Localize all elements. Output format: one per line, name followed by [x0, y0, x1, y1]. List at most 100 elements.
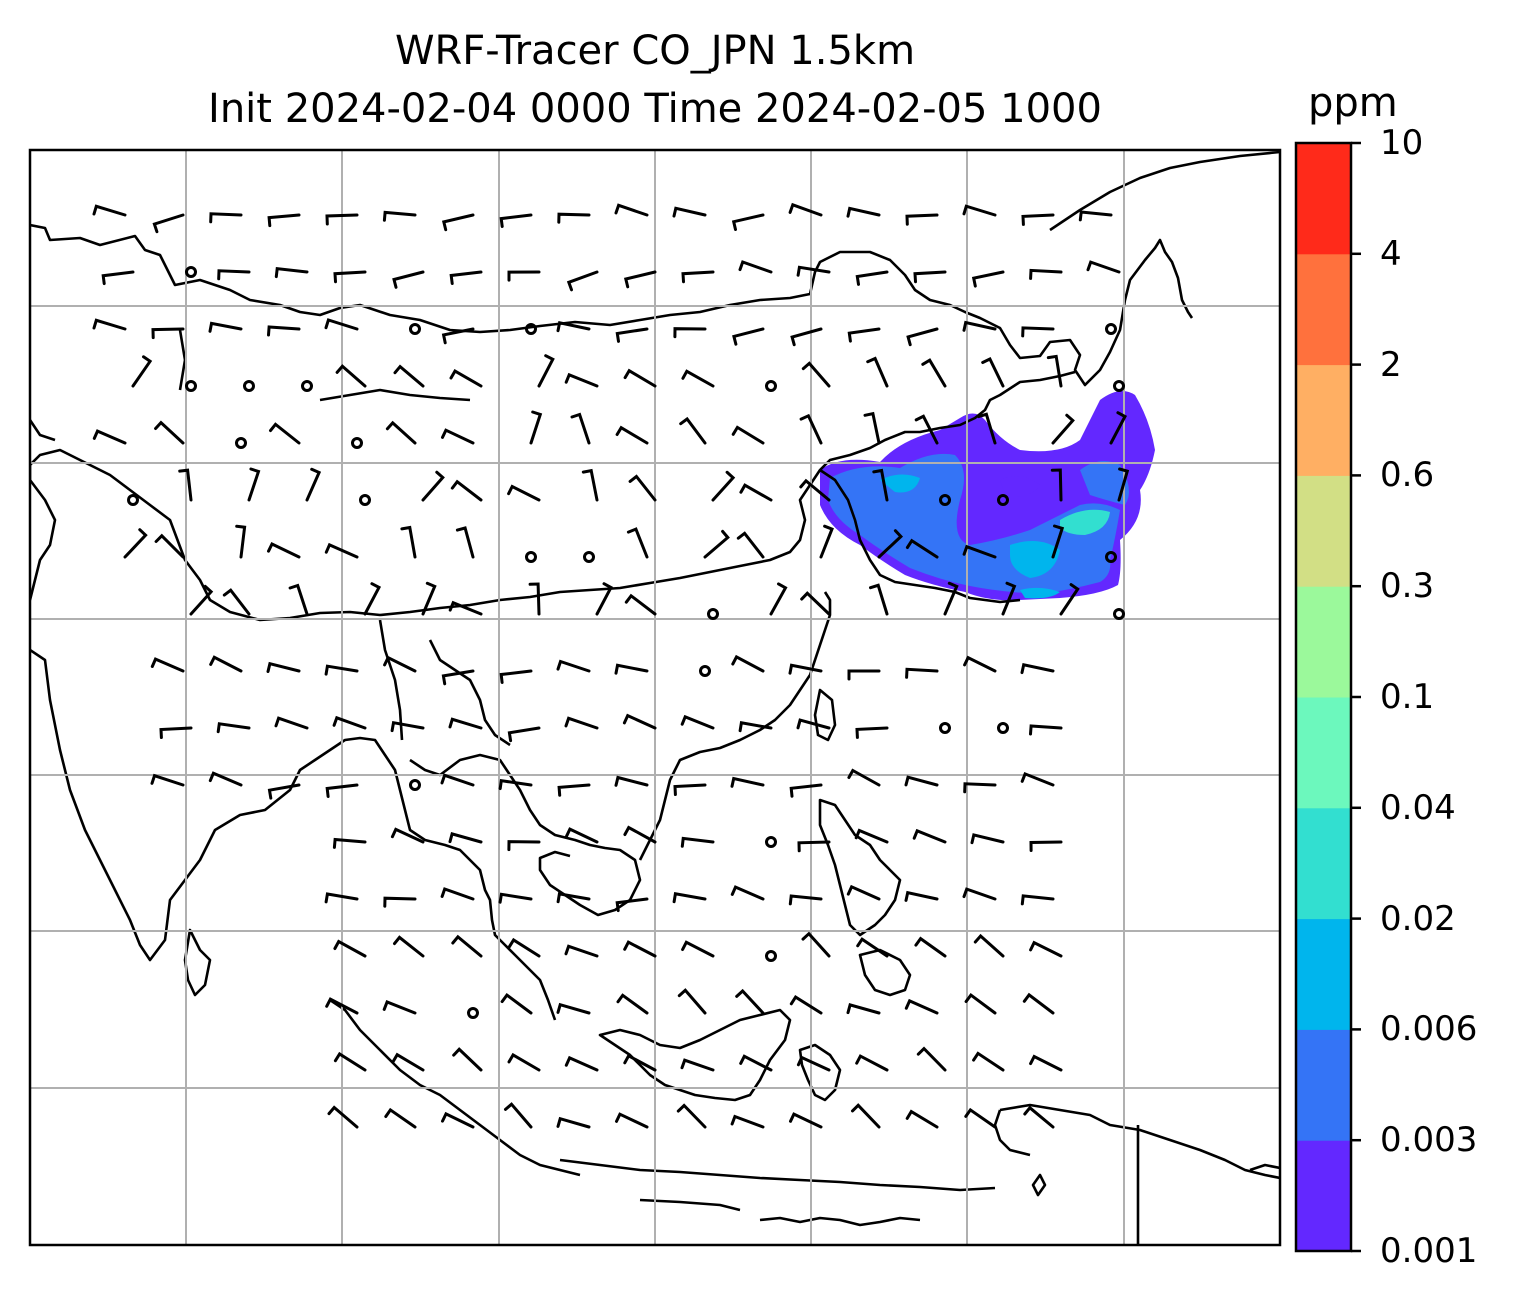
wind-barb: [614, 775, 649, 787]
wind-barb: [739, 1054, 773, 1072]
wind-barb: [623, 1053, 657, 1072]
wind-barb: [872, 468, 889, 502]
wind-barb: [846, 884, 881, 901]
wind-barb: [235, 524, 247, 559]
wind-barb: [623, 825, 657, 844]
colorbar-tick-label: 10: [1380, 123, 1424, 163]
wind-barb: [963, 782, 997, 794]
wind-barb: [441, 428, 475, 445]
wind-barb: [680, 714, 715, 730]
wind-barb: [866, 356, 889, 388]
wind-barb: [970, 833, 1005, 845]
wind-barb: [557, 212, 591, 224]
wind-barb: [789, 1112, 823, 1129]
calm-wind-marker: [127, 494, 139, 506]
wind-barb: [971, 270, 1005, 288]
wind-barb: [529, 410, 543, 445]
wind-barb: [327, 1105, 359, 1129]
calm-wind-marker: [1105, 551, 1117, 563]
calm-wind-marker: [409, 779, 421, 791]
calm-wind-marker: [301, 380, 313, 392]
wind-barb: [680, 1058, 715, 1072]
wind-barb: [325, 997, 359, 1015]
wind-barb: [963, 655, 997, 673]
wind-barb: [570, 412, 591, 445]
wind-barb: [154, 420, 185, 445]
wind-barb: [528, 582, 541, 616]
wind-barb: [788, 663, 823, 675]
wind-barb: [267, 325, 301, 337]
wind-barb: [906, 327, 939, 347]
wind-barb: [451, 934, 483, 958]
wind-barb: [847, 768, 881, 787]
wind-barb: [452, 1047, 483, 1072]
wind-barb: [507, 840, 541, 852]
wind-barb: [846, 206, 881, 218]
wind-barb: [769, 582, 788, 616]
wind-barb: [851, 1103, 881, 1129]
wind-barb: [1023, 1105, 1055, 1129]
wind-barb: [796, 1055, 831, 1072]
wind-barb: [905, 538, 939, 559]
wind-barb: [904, 775, 939, 787]
wind-barb: [735, 988, 765, 1015]
wind-barb: [732, 327, 765, 346]
wind-barb: [1078, 210, 1113, 222]
wind-barb: [855, 270, 889, 286]
wind-barb: [738, 721, 773, 733]
calm-wind-marker: [765, 836, 777, 848]
wind-barb: [208, 771, 243, 787]
wind-barb: [504, 1102, 533, 1129]
wind-barb: [981, 356, 1005, 388]
wind-barb: [672, 892, 707, 904]
calm-wind-marker: [525, 323, 537, 335]
calm-wind-marker: [997, 494, 1009, 506]
wind-barb: [914, 936, 947, 958]
wind-barb: [912, 828, 947, 844]
wind-barb: [556, 321, 591, 333]
wind-barb: [324, 664, 359, 676]
wind-barb: [449, 270, 483, 285]
calm-wind-marker: [525, 551, 537, 563]
wind-barb: [266, 661, 301, 673]
wind-barb: [498, 892, 533, 904]
wind-barb: [964, 1107, 997, 1129]
wind-barb: [267, 783, 301, 800]
colorbar-tick-label: 0.001: [1380, 1231, 1478, 1271]
wind-barb: [441, 213, 475, 232]
wind-barb: [441, 669, 475, 686]
colorbar-tick-label: 2: [1380, 344, 1402, 385]
wind-barb: [877, 529, 904, 559]
wind-barb: [962, 204, 997, 217]
calm-wind-marker: [1113, 380, 1125, 392]
wind-barb: [385, 420, 417, 445]
wind-barb: [1046, 354, 1063, 388]
wind-barb: [325, 213, 359, 226]
wind-barb: [390, 827, 425, 844]
wind-barb: [622, 713, 657, 730]
wind-barb: [681, 270, 715, 284]
wind-barb: [152, 213, 185, 234]
wind-barb: [673, 327, 707, 339]
colorbar-tick-label: 4: [1380, 233, 1402, 274]
wind-barb: [363, 582, 382, 616]
calm-wind-marker: [939, 494, 951, 506]
wind-barb: [800, 591, 831, 616]
wind-barb: [566, 270, 599, 292]
calm-wind-marker: [583, 551, 595, 563]
calm-wind-marker: [699, 665, 711, 677]
wind-barb: [801, 931, 831, 958]
wind-barb: [391, 1052, 425, 1072]
wind-barb: [123, 528, 148, 559]
wind-barb: [556, 892, 591, 904]
wind-barb: [581, 468, 599, 502]
wind-barb: [507, 726, 541, 743]
wind-barb: [92, 429, 127, 445]
wind-barb: [1029, 840, 1063, 852]
wind-barb: [222, 588, 251, 616]
wind-barb: [1020, 894, 1055, 906]
wind-barb: [711, 470, 736, 502]
wind-barb: [789, 995, 823, 1015]
wind-barb: [448, 717, 483, 730]
wind-barb: [324, 318, 359, 331]
